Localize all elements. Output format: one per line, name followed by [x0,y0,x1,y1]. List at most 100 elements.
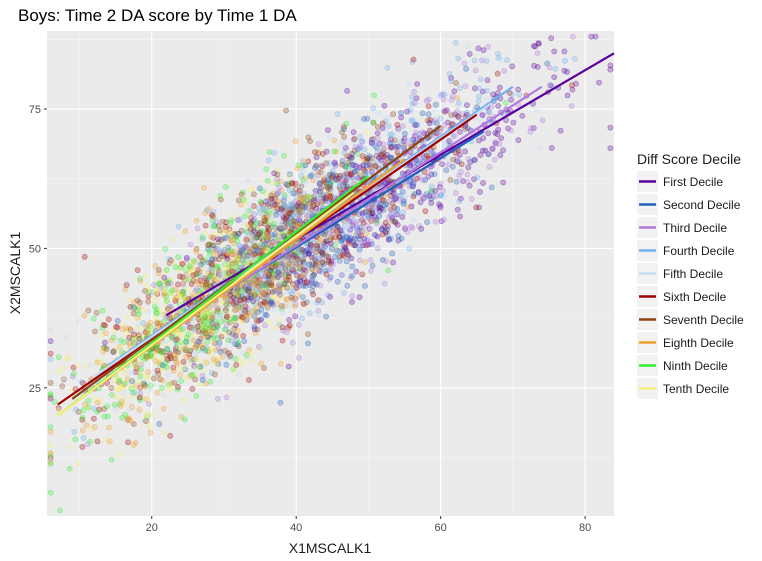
data-point [449,93,456,100]
data-point [607,66,614,73]
data-point [214,274,221,281]
data-point [289,266,296,273]
data-point [243,207,250,214]
data-point [94,359,101,366]
data-point [282,257,289,264]
data-point [472,67,479,74]
data-point [347,173,354,180]
data-point [359,153,366,159]
data-point [136,394,143,401]
data-point [350,129,357,136]
data-point [418,193,425,200]
data-point [123,366,129,373]
data-point [191,290,197,297]
data-point [192,353,199,360]
data-point [387,212,394,219]
data-point [206,332,213,339]
data-point [143,418,149,424]
data-point [295,189,302,196]
data-point [297,266,304,272]
data-point [204,276,211,282]
data-point [275,237,282,244]
data-point [235,197,242,204]
data-point [489,145,496,152]
data-point [403,136,410,143]
x-tick-label: 60 [435,522,447,534]
data-point [316,198,323,205]
data-point [210,330,217,336]
data-point [227,297,233,304]
data-point [393,194,400,201]
data-point [385,214,392,221]
data-point [168,358,175,365]
data-point [241,297,248,303]
data-point [246,256,253,263]
data-point [160,349,167,355]
data-point [288,267,295,274]
data-point [250,232,257,239]
data-point [356,246,363,253]
data-point [100,348,107,355]
data-point [307,251,314,258]
data-point [212,333,218,340]
data-point [328,197,335,203]
data-point [300,195,307,201]
data-point [370,119,377,126]
data-point [287,222,293,228]
data-point [327,182,334,189]
data-point [209,256,216,262]
data-point [281,303,288,309]
data-point [414,81,420,87]
data-point [286,211,293,217]
data-point [202,330,209,337]
data-point [334,247,340,254]
data-point [79,427,86,434]
data-point [260,282,267,289]
data-point [398,138,405,145]
data-point [249,293,256,300]
data-point [346,183,352,189]
data-point [279,213,286,219]
data-point [268,226,275,233]
data-point [266,226,273,233]
data-point [313,171,320,178]
data-point [164,356,170,363]
data-point [211,371,218,378]
data-point [279,337,286,344]
data-point [466,182,473,189]
data-point [125,439,132,446]
data-point [212,278,219,285]
data-point [394,194,401,201]
data-point [376,140,383,147]
data-point [215,236,221,242]
data-point [308,280,315,286]
data-point [119,321,125,328]
data-point [231,263,238,269]
data-point [277,360,284,367]
data-point [267,201,274,208]
data-point [422,208,429,214]
data-point [409,117,416,124]
data-point [294,252,301,259]
data-point [360,209,367,216]
data-point [193,217,200,224]
data-point [293,194,300,200]
data-point [349,293,356,299]
data-point [340,185,346,192]
data-point [272,287,278,294]
data-point [201,328,208,335]
data-point [290,212,297,218]
data-point [161,392,168,399]
data-point [219,255,225,262]
data-point [180,397,187,404]
data-point [170,331,177,338]
data-point [216,267,222,274]
data-point [195,328,202,335]
data-point [217,348,224,355]
data-point [290,221,297,228]
data-point [312,187,319,194]
data-point [364,129,371,136]
data-point [475,45,482,52]
data-point [292,295,298,302]
data-point [388,141,395,148]
